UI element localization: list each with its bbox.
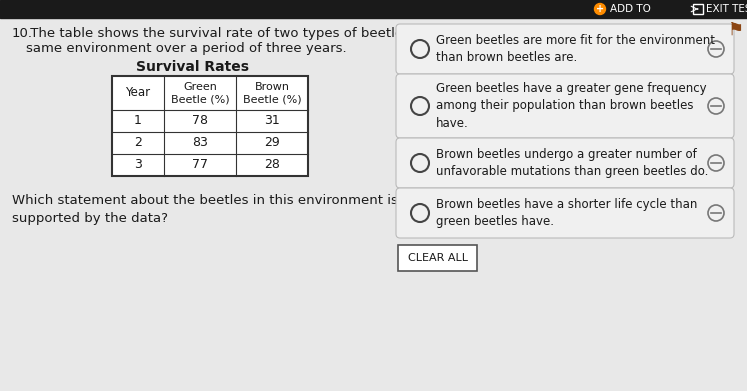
Bar <box>0 0 747 18</box>
Text: Survival Rates: Survival Rates <box>137 60 249 74</box>
Text: same environment over a period of three years.: same environment over a period of three … <box>26 42 347 55</box>
Text: Green beetles are more fit for the environment
than brown beetles are.: Green beetles are more fit for the envir… <box>436 34 715 64</box>
Circle shape <box>708 155 724 171</box>
Text: ADD TO: ADD TO <box>610 4 651 14</box>
Circle shape <box>708 98 724 114</box>
Text: ⚑: ⚑ <box>728 21 744 39</box>
Text: 28: 28 <box>264 158 280 172</box>
Bar <box>693 4 703 14</box>
FancyBboxPatch shape <box>396 138 734 188</box>
FancyBboxPatch shape <box>398 245 477 271</box>
Text: EXIT TEST: EXIT TEST <box>706 4 747 14</box>
Text: Brown beetles have a shorter life cycle than
green beetles have.: Brown beetles have a shorter life cycle … <box>436 198 698 228</box>
Text: Green beetles have a greater gene frequency
among their population than brown be: Green beetles have a greater gene freque… <box>436 82 707 130</box>
Text: 10.: 10. <box>12 27 33 40</box>
Text: 78: 78 <box>192 115 208 127</box>
Text: 1: 1 <box>134 115 142 127</box>
FancyBboxPatch shape <box>396 188 734 238</box>
Text: 77: 77 <box>192 158 208 172</box>
Text: CLEAR ALL: CLEAR ALL <box>408 253 468 263</box>
Circle shape <box>708 41 724 57</box>
Text: 31: 31 <box>264 115 280 127</box>
Text: Brown beetles undergo a greater number of
unfavorable mutations than green beetl: Brown beetles undergo a greater number o… <box>436 148 708 178</box>
Text: Green
Beetle (%): Green Beetle (%) <box>170 82 229 104</box>
Text: Year: Year <box>125 86 151 99</box>
Text: 29: 29 <box>264 136 280 149</box>
Text: 2: 2 <box>134 136 142 149</box>
Circle shape <box>708 205 724 221</box>
Text: 3: 3 <box>134 158 142 172</box>
FancyBboxPatch shape <box>396 74 734 138</box>
Text: 83: 83 <box>192 136 208 149</box>
FancyBboxPatch shape <box>396 24 734 74</box>
Text: +: + <box>596 4 604 14</box>
Text: Brown
Beetle (%): Brown Beetle (%) <box>243 82 301 104</box>
Circle shape <box>595 4 606 14</box>
Bar <box>112 76 308 176</box>
Text: The table shows the survival rate of two types of beetles in the: The table shows the survival rate of two… <box>26 27 453 40</box>
Text: Which statement about the beetles in this environment is best
supported by the d: Which statement about the beetles in thi… <box>12 194 431 225</box>
